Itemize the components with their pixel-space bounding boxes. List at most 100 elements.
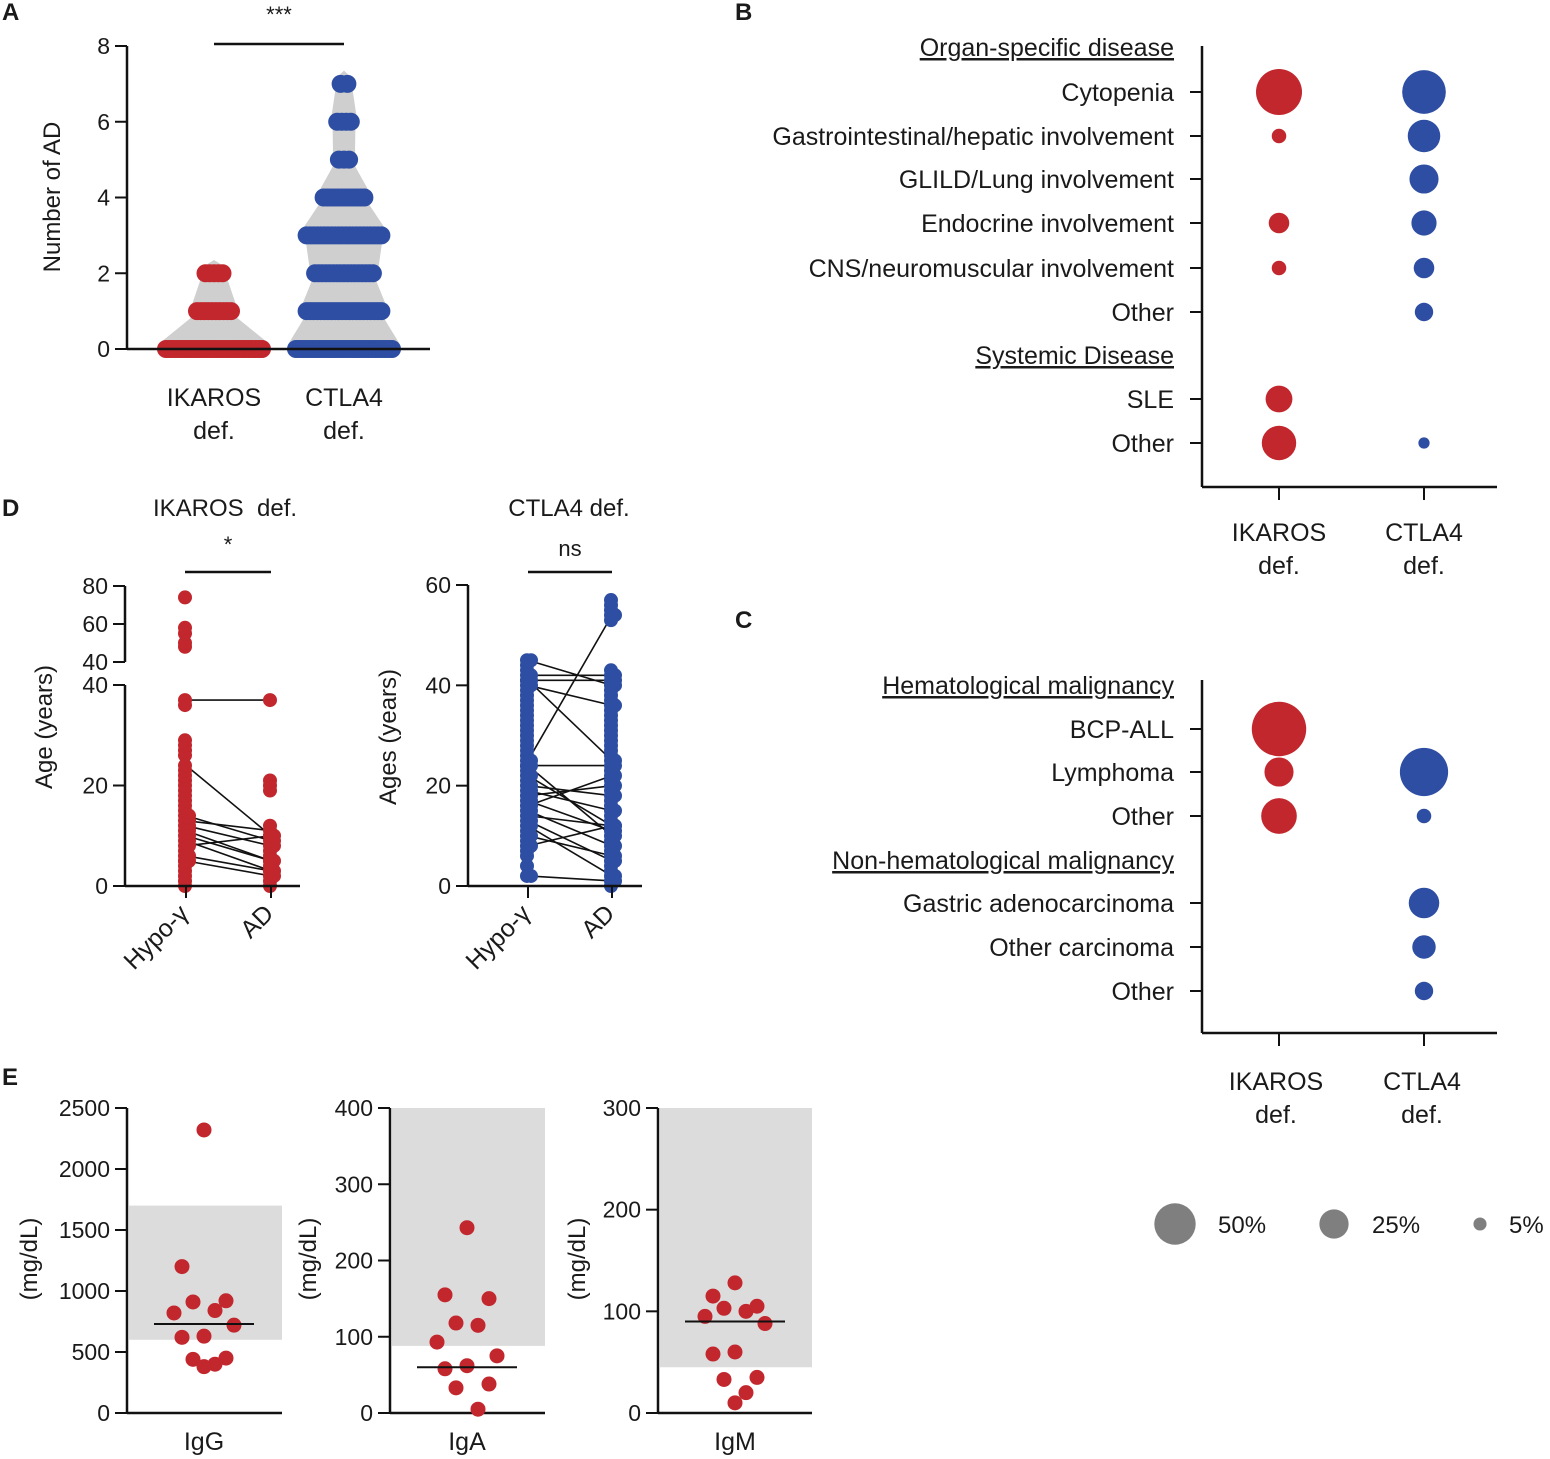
x-axis-label: IgG (184, 1428, 224, 1456)
bubble (1411, 210, 1437, 236)
column-label-line-2: def. (1258, 552, 1300, 580)
bubble (1265, 385, 1293, 413)
data-point (355, 188, 374, 207)
violin-shape (288, 70, 400, 354)
column-label-line-2: def. (1255, 1101, 1297, 1129)
category-label: Hypo-γ (118, 899, 194, 975)
bubble (1418, 437, 1430, 449)
y-axis-label: Age (years) (31, 665, 58, 789)
data-point (470, 1317, 486, 1333)
data-point (185, 1294, 201, 1310)
row-label: GLILD/Lung involvement (899, 166, 1174, 194)
category-label-line-2: def. (193, 417, 235, 445)
panel-b-bubble-chart: Organ-specific disease Cytopenia Gastroint… (772, 34, 1497, 580)
pair-line (527, 825, 613, 847)
y-tick-label: 200 (335, 1248, 373, 1274)
row-label: BCP-ALL (1070, 716, 1174, 744)
bubble-rows: Organ-specific disease Cytopenia Gastroint… (772, 34, 1446, 461)
data-point (166, 1305, 182, 1321)
row-label: Other (1111, 978, 1174, 1006)
y-tick-label: 40 (425, 672, 451, 698)
data-point (218, 1350, 234, 1366)
data-point (705, 1346, 721, 1362)
y-axis-ticks: 0 2 4 6 8 (97, 33, 127, 362)
pair-line (185, 855, 272, 872)
y-tick-label: 0 (628, 1400, 641, 1426)
y-tick-label: 0 (95, 873, 108, 899)
significance-label: *** (266, 2, 292, 27)
y-tick-label: 200 (603, 1197, 641, 1223)
category-label: AD (235, 899, 279, 943)
y-tick-label: 0 (360, 1400, 373, 1426)
data-point (608, 753, 622, 768)
pair-line (527, 810, 613, 847)
y-tick-label: 2000 (59, 1156, 110, 1182)
data-point (524, 838, 538, 853)
y-tick-label: 60 (425, 572, 451, 598)
category-label: AD (576, 899, 620, 943)
data-point (437, 1361, 453, 1377)
violin-dots (157, 74, 401, 358)
data-point (727, 1344, 743, 1360)
y-tick-label: 100 (603, 1298, 641, 1324)
data-point (263, 828, 277, 843)
panel-letter-d: D (2, 495, 19, 522)
y-tick-label: 8 (97, 33, 110, 59)
data-point (178, 590, 192, 605)
bubble (1264, 757, 1294, 787)
bubble (1408, 887, 1440, 919)
section-header: Systemic Disease (975, 342, 1174, 370)
data-point (520, 673, 534, 688)
legend-label: 5% (1509, 1212, 1544, 1239)
y-tick-label: 0 (97, 336, 110, 362)
y-tick-label: 0 (438, 873, 451, 899)
data-point (185, 1351, 201, 1367)
y-axis-label: (mg/dL) (16, 1218, 43, 1301)
y-tick-label: 100 (335, 1324, 373, 1350)
data-point (196, 1359, 212, 1375)
data-point (226, 1317, 242, 1333)
data-point (738, 1385, 754, 1401)
panel-a-violin-plot: 0 2 4 6 8 Number of AD IKAROS def. CTLA4 def… (39, 2, 430, 445)
data-point (481, 1291, 497, 1307)
column-label-line-1: IKAROS (1229, 1068, 1323, 1096)
data-point (524, 828, 538, 843)
y-tick-label: 500 (72, 1339, 110, 1365)
data-point (207, 1303, 223, 1319)
data-point (470, 1401, 486, 1417)
data-point (218, 1293, 234, 1309)
data-point (524, 868, 538, 883)
data-point (448, 1380, 464, 1396)
data-point (363, 264, 382, 283)
row-label: SLE (1127, 386, 1174, 414)
y-tick-label: 20 (425, 773, 451, 799)
bubble (1407, 119, 1441, 153)
significance-label: * (224, 532, 233, 557)
pair-line (527, 875, 613, 882)
row-label: Gastrointestinal/hepatic involvement (772, 123, 1174, 151)
data-point (608, 873, 622, 888)
panel-d-ctla4-paired-plot: 0 20 40 60 Ages (years) CTLA4 def. ns Hypo-… (375, 495, 642, 975)
x-axis-label: IgM (714, 1428, 756, 1456)
data-point (178, 693, 192, 708)
y-tick-label: 60 (82, 611, 108, 637)
bubble (1261, 425, 1297, 461)
category-label: Hypo-γ (460, 899, 536, 975)
pair-line (185, 834, 272, 847)
bubble (1251, 701, 1307, 757)
category-label-line-2: def. (323, 417, 365, 445)
y-tick-label: 80 (82, 573, 108, 599)
data-point (716, 1300, 732, 1316)
legend-label: 25% (1372, 1212, 1420, 1239)
data-point (727, 1275, 743, 1291)
pair-line (527, 835, 613, 857)
data-point (716, 1371, 732, 1387)
row-label: Lymphoma (1051, 759, 1174, 787)
bubble (1414, 981, 1434, 1001)
data-point (697, 1308, 713, 1324)
bubble (1261, 798, 1297, 834)
data-point (372, 302, 391, 321)
panel-letter-b: B (735, 0, 752, 26)
